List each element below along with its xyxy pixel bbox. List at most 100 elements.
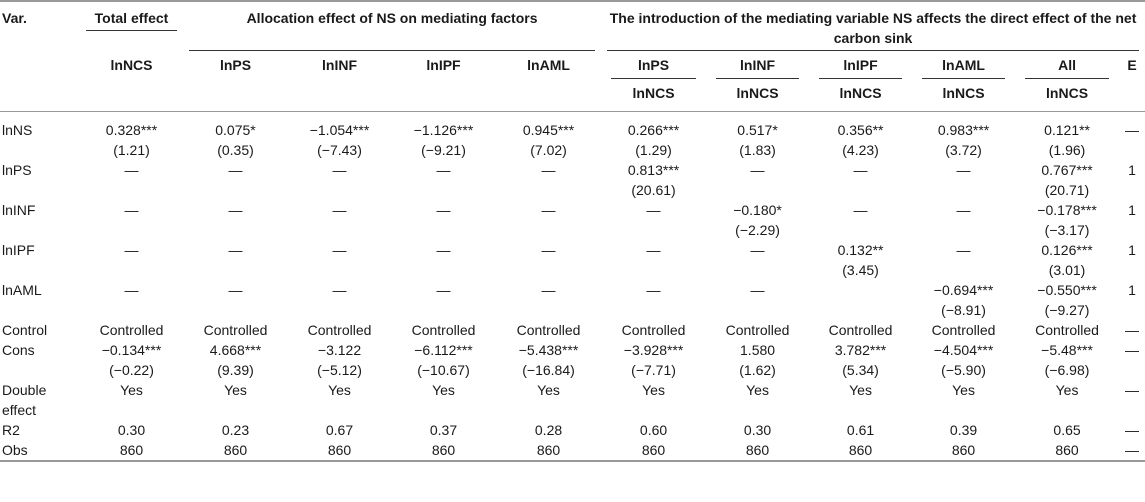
- cell-value: 860: [327, 442, 352, 458]
- cell-value: Controlled: [516, 322, 581, 338]
- table-cell: —: [391, 240, 496, 280]
- cell-value: Controlled: [931, 322, 996, 338]
- row-label: lnIPF: [2, 242, 35, 258]
- table-cell: 860: [601, 440, 707, 462]
- header-sub-col-9-text: lnAML: [922, 55, 1006, 79]
- table-row: lnAML — — — — — — — −0.694*** (−8.91) −0.550*** (−9…: [0, 280, 1145, 320]
- cell-value: —: [541, 202, 556, 218]
- cell-value: −1.054***: [309, 122, 370, 138]
- cell-value: 0.813***: [627, 162, 680, 178]
- cell-value: −0.178***: [1037, 202, 1097, 218]
- cell-value: —: [332, 282, 347, 298]
- cell-tstat: (0.35): [217, 142, 254, 158]
- cell-tstat: (4.23): [842, 142, 879, 158]
- table-cell: Controlled: [80, 320, 183, 340]
- header-var: Var.: [0, 0, 80, 51]
- cell-value: —: [436, 242, 451, 258]
- cell-tstat: (1.62): [739, 362, 776, 378]
- cell-tstat: (1.83): [739, 142, 776, 158]
- table-cell: Yes: [601, 380, 706, 420]
- cell-value: Controlled: [99, 322, 164, 338]
- header-row-2: lnNCS lnPS lnINF lnIPF lnAML lnPS lnINF …: [0, 51, 1145, 79]
- row-label: lnNS: [0, 111, 80, 160]
- cell-value: —: [646, 282, 661, 298]
- cell-value: 860: [223, 442, 248, 458]
- cell-value: —: [1125, 422, 1140, 438]
- table-cell: Yes: [912, 380, 1015, 420]
- cell-tstat: (−7.71): [631, 362, 676, 378]
- cell-tstat: (−10.67): [417, 362, 470, 378]
- cell-value: —: [124, 162, 139, 178]
- table-cell: 0.132** (3.45): [809, 240, 912, 280]
- table-cell: 1.580 (1.62): [706, 340, 809, 380]
- cell-tstat: (7.02): [530, 142, 567, 158]
- table-cell: −0.694*** (−8.91): [912, 280, 1015, 320]
- cell-value: Controlled: [725, 322, 790, 338]
- cell-value: —: [228, 202, 243, 218]
- cell-value: 0.945***: [522, 122, 575, 138]
- cell-tstat: (1.29): [635, 142, 672, 158]
- cell-value: Yes: [746, 382, 769, 398]
- table-cell: 0.65: [1015, 420, 1119, 440]
- table-cell: 860: [809, 440, 913, 462]
- table-cell: —: [601, 240, 706, 280]
- table-cell: 1: [1119, 160, 1145, 200]
- cell-tstat: (−5.90): [941, 362, 986, 378]
- cell-value: 860: [536, 442, 561, 458]
- row-label: lnAML: [2, 282, 42, 298]
- table-cell: 1: [1119, 240, 1145, 280]
- cell-value: —: [646, 242, 661, 258]
- table-cell: —: [183, 160, 288, 200]
- header-dep-col-7: lnNCS: [736, 85, 779, 101]
- cell-value: 860: [1055, 442, 1079, 458]
- table-cell: —: [288, 160, 391, 200]
- header-blank-5: [288, 79, 391, 112]
- row-label: lnINF: [2, 202, 36, 218]
- cell-value: −4.504***: [933, 342, 994, 358]
- table-cell: 1: [1119, 200, 1145, 240]
- table-cell: —: [183, 280, 288, 320]
- regression-table: Var. Total effect Allocation effect of N…: [0, 0, 1145, 462]
- cell-value: −0.694***: [933, 282, 994, 298]
- header-total-effect-text: Total effect: [86, 8, 177, 31]
- cell-value: —: [956, 162, 971, 178]
- cell-value: 860: [119, 442, 144, 458]
- cell-value: 0.30: [117, 422, 146, 438]
- cell-value: 0.517*: [737, 122, 778, 138]
- cell-value: —: [853, 162, 868, 178]
- cell-value: 860: [745, 442, 770, 458]
- table-cell: 860: [496, 440, 602, 462]
- table-cell: Yes: [391, 380, 496, 420]
- cell-value: −5.438***: [518, 342, 579, 358]
- cell-value: 0.328***: [105, 122, 158, 138]
- cell-value: 0.266***: [627, 122, 680, 138]
- cell-value: —: [541, 282, 556, 298]
- cell-value: 0.30: [743, 422, 772, 438]
- table-row: Control Controlled Controlled Controlled Con…: [0, 320, 1145, 340]
- table-cell: —: [496, 280, 601, 320]
- cell-value: —: [332, 162, 347, 178]
- table-cell: —: [809, 200, 912, 240]
- cell-value: —: [436, 202, 451, 218]
- table-cell: Yes: [183, 380, 288, 420]
- cell-value: —: [956, 202, 971, 218]
- table-cell: —: [1119, 111, 1145, 160]
- cell-tstat: (20.61): [631, 182, 676, 198]
- cell-value: Controlled: [307, 322, 372, 338]
- cell-value: 1: [1128, 242, 1136, 258]
- table-row: R2 0.30 0.23 0.67 0.37 0.28 0.60 0.30 0.61 0.39 0.…: [0, 420, 1145, 440]
- row-label: R2: [2, 422, 20, 438]
- header-blank-3: [80, 79, 183, 112]
- header-sub-col-2: lnPS: [219, 57, 252, 73]
- cell-value: —: [956, 242, 971, 258]
- cell-value: —: [1125, 322, 1140, 338]
- cell-value: −3.122: [317, 342, 362, 358]
- table-cell: Controlled: [706, 320, 809, 340]
- cell-value: —: [124, 242, 139, 258]
- cell-value: 0.121**: [1044, 122, 1091, 138]
- table-cell: 0.328*** (1.21): [80, 111, 183, 160]
- cell-value: —: [1125, 442, 1140, 458]
- table-cell: 3.782*** (5.34): [809, 340, 912, 380]
- cell-value: −0.550***: [1037, 282, 1097, 298]
- cell-value: −5.48***: [1041, 342, 1093, 358]
